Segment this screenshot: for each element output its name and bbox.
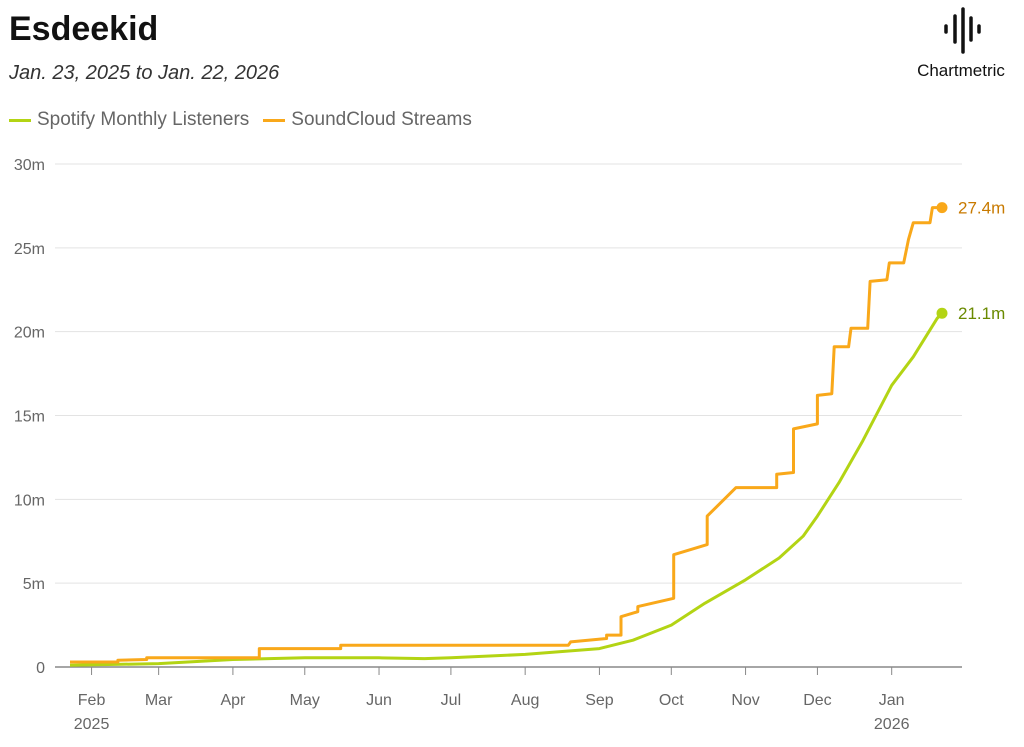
y-tick-label: 25m bbox=[14, 241, 45, 258]
legend-swatch bbox=[263, 118, 286, 122]
logo-text: Chartmetric bbox=[917, 61, 1005, 80]
x-tick-label: Aug bbox=[511, 692, 539, 709]
x-tick-year: 2025 bbox=[74, 716, 110, 733]
x-tick-label: Apr bbox=[220, 692, 246, 709]
series-line-0 bbox=[69, 312, 944, 667]
y-tick-label: 20m bbox=[14, 325, 45, 342]
legend-item-soundcloud[interactable]: SoundCloud Streams bbox=[263, 109, 472, 131]
y-tick-label: 0 bbox=[36, 660, 45, 677]
x-tick-label: May bbox=[290, 692, 320, 709]
chartmetric-logo: Chartmetric bbox=[905, 6, 1017, 81]
x-tick-label: Dec bbox=[803, 692, 831, 709]
x-tick-label: Jul bbox=[441, 692, 461, 709]
x-tick-label: Jan bbox=[879, 692, 905, 709]
end-point bbox=[936, 202, 948, 214]
end-point bbox=[936, 307, 948, 319]
y-tick-label: 30m bbox=[14, 157, 45, 174]
chart-title: Esdeekid bbox=[9, 10, 159, 48]
end-value-label: 27.4m bbox=[958, 199, 1005, 218]
y-tick-label: 5m bbox=[23, 576, 45, 593]
legend: Spotify Monthly Listeners SoundCloud Str… bbox=[9, 109, 472, 131]
end-value-label: 21.1m bbox=[958, 304, 1005, 323]
waveform-icon bbox=[944, 7, 981, 54]
legend-label: Spotify Monthly Listeners bbox=[37, 109, 250, 130]
x-tick-label: Mar bbox=[145, 692, 173, 709]
legend-item-spotify[interactable]: Spotify Monthly Listeners bbox=[9, 109, 249, 131]
x-tick-year: 2026 bbox=[874, 716, 910, 733]
x-tick-label: Feb bbox=[78, 692, 106, 709]
y-tick-label: 10m bbox=[14, 492, 45, 509]
x-tick-label: Jun bbox=[366, 692, 392, 709]
x-tick-label: Nov bbox=[731, 692, 759, 709]
x-tick-label: Sep bbox=[585, 692, 614, 709]
y-tick-label: 15m bbox=[14, 409, 45, 426]
date-range: Jan. 23, 2025 to Jan. 22, 2026 bbox=[9, 62, 280, 84]
legend-swatch bbox=[9, 118, 31, 122]
x-tick-label: Oct bbox=[659, 692, 684, 709]
legend-label: SoundCloud Streams bbox=[291, 109, 472, 130]
series-line-1 bbox=[70, 206, 942, 664]
